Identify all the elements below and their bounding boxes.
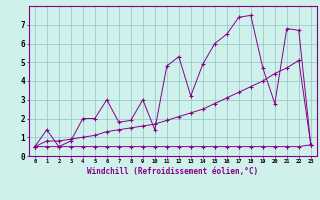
X-axis label: Windchill (Refroidissement éolien,°C): Windchill (Refroidissement éolien,°C) (87, 167, 258, 176)
